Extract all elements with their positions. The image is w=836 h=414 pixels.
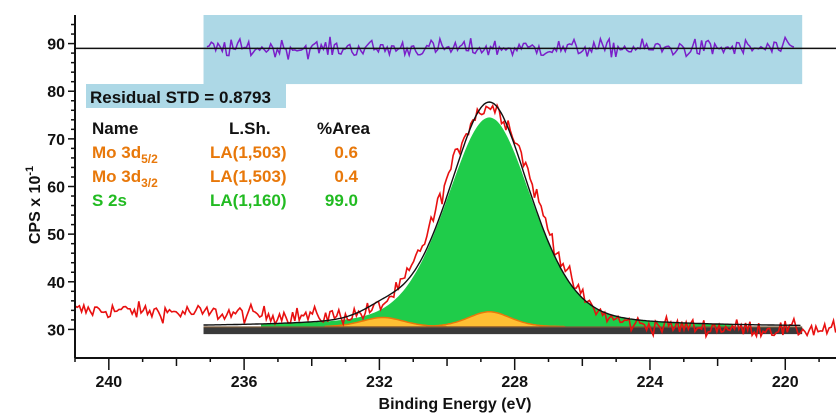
legend-row-mo3d32-name: Mo 3d3/2 — [92, 167, 158, 190]
y-tick-label: 30 — [47, 322, 65, 339]
envelope-line — [203, 101, 801, 327]
legend-row-s2s-name: S 2s — [92, 191, 127, 210]
x-tick-label: 240 — [95, 374, 122, 391]
curve-lines — [74, 35, 836, 340]
legend-header-area: %Area — [317, 119, 370, 138]
y-tick-label: 70 — [47, 132, 65, 149]
residual-std-label: Residual STD = 0.8793 — [90, 88, 271, 107]
legend-row-s2s-lineshape: LA(1,160) — [210, 191, 287, 210]
y-axis-label: CPS x 10-1 — [24, 166, 44, 244]
legend-row-mo3d52-area: 0.6 — [334, 143, 358, 162]
legend-row-mo3d52-lineshape: LA(1,503) — [210, 143, 287, 162]
legend-row-s2s-area: 99.0 — [325, 191, 358, 210]
component-fill-0 — [261, 117, 735, 328]
x-tick-label: 220 — [772, 374, 799, 391]
legend-row-mo3d52-name: Mo 3d5/2 — [92, 143, 158, 166]
legend-row-mo3d32-lineshape: LA(1,503) — [210, 167, 287, 186]
y-tick-label: 80 — [47, 84, 65, 101]
x-tick-label: 228 — [501, 374, 528, 391]
y-tick-label: 90 — [47, 37, 65, 54]
x-tick-label: 224 — [637, 374, 664, 391]
component-fill-2 — [324, 316, 448, 328]
background-band — [203, 327, 803, 335]
y-tick-label: 60 — [47, 180, 65, 197]
legend-header-lineshape: L.Sh. — [229, 119, 271, 138]
raw-data-line — [74, 103, 836, 340]
y-tick-label: 50 — [47, 227, 65, 244]
legend-row-mo3d32-area: 0.4 — [334, 167, 358, 186]
component-fill-1 — [429, 311, 566, 328]
y-tick-label: 40 — [47, 275, 65, 292]
component-fills — [203, 117, 803, 335]
axes: 30 40 50 60 70 80 90 240 236 232 228 224 220 — [47, 15, 836, 391]
x-tick-label: 232 — [366, 374, 393, 391]
x-tick-label: 236 — [231, 374, 258, 391]
x-axis-label: Binding Energy (eV) — [379, 396, 532, 413]
legend: Name L.Sh. %Area Mo 3d5/2 LA(1,503) 0.6 … — [92, 119, 370, 210]
residual-std-box — [86, 84, 286, 108]
legend-header-name: Name — [92, 119, 138, 138]
